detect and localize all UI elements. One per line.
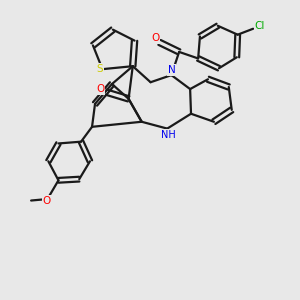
Text: O: O [151, 33, 159, 43]
Text: NH: NH [161, 130, 176, 140]
Text: Cl: Cl [255, 21, 265, 32]
Text: O: O [96, 84, 104, 94]
Text: N: N [167, 65, 175, 75]
Text: O: O [43, 196, 51, 206]
Text: S: S [97, 64, 104, 74]
